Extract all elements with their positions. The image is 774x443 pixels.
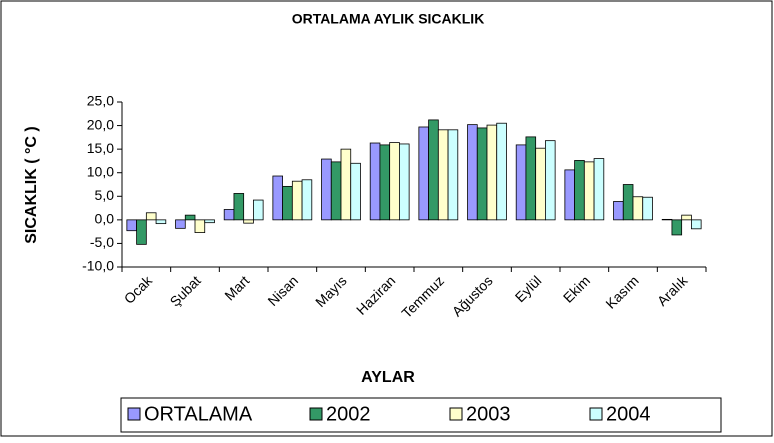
bar	[468, 125, 478, 220]
bar	[429, 120, 439, 220]
y-tick-label: -5,0	[90, 234, 114, 250]
bar	[623, 185, 633, 220]
legend-label: ORTALAMA	[144, 403, 253, 425]
bar	[195, 220, 205, 233]
bar	[526, 137, 536, 220]
bar	[565, 170, 575, 220]
bar	[185, 215, 195, 220]
bar	[575, 160, 585, 219]
bar	[370, 143, 380, 220]
y-tick-label: 0,0	[95, 211, 115, 227]
bar	[691, 220, 701, 229]
bar	[234, 193, 244, 219]
x-axis-label: AYLAR	[361, 369, 415, 386]
bar	[399, 144, 409, 220]
bar	[156, 220, 166, 224]
y-tick-label: 25,0	[87, 93, 114, 109]
bar	[545, 141, 555, 220]
bar	[536, 148, 546, 220]
bar	[633, 197, 643, 220]
bar	[127, 220, 137, 231]
y-tick-label: 5,0	[95, 187, 115, 203]
bar	[682, 215, 692, 220]
y-tick-label: -10,0	[82, 258, 114, 274]
legend-swatch	[450, 408, 462, 420]
y-axis-label: SICAKLIK ( °C )	[23, 126, 40, 244]
bar	[205, 220, 215, 223]
chart-title: ORTALAMA AYLIK SICAKLIK	[292, 11, 485, 27]
bar	[438, 130, 448, 220]
y-tick-label: 20,0	[87, 116, 114, 132]
bar	[380, 145, 390, 220]
bar	[322, 159, 332, 220]
bar	[292, 181, 302, 220]
legend-label: 2004	[606, 403, 651, 425]
bar	[672, 220, 682, 235]
bar	[283, 186, 293, 219]
bar	[331, 162, 341, 220]
y-tick-label: 15,0	[87, 140, 114, 156]
bar	[614, 201, 624, 219]
y-tick-label: 10,0	[87, 163, 114, 179]
bar	[516, 145, 526, 220]
bar	[448, 130, 458, 220]
bar	[137, 220, 147, 245]
bar	[594, 159, 604, 220]
bar	[477, 128, 487, 220]
bar	[584, 162, 594, 220]
legend-swatch	[590, 408, 602, 420]
legend-swatch	[310, 408, 322, 420]
bar	[341, 149, 351, 220]
bar	[146, 213, 156, 220]
bar	[176, 220, 186, 228]
bar	[419, 127, 429, 220]
bar	[497, 123, 507, 220]
legend-label: 2002	[326, 403, 371, 425]
bar	[302, 180, 312, 220]
bar	[244, 220, 254, 223]
bar	[253, 200, 263, 220]
bar	[487, 125, 497, 220]
bar	[273, 176, 283, 220]
bar	[643, 197, 653, 220]
legend-swatch	[128, 408, 140, 420]
bar	[351, 163, 361, 220]
legend-label: 2003	[466, 403, 511, 425]
bar	[224, 209, 234, 219]
bar	[390, 143, 400, 220]
